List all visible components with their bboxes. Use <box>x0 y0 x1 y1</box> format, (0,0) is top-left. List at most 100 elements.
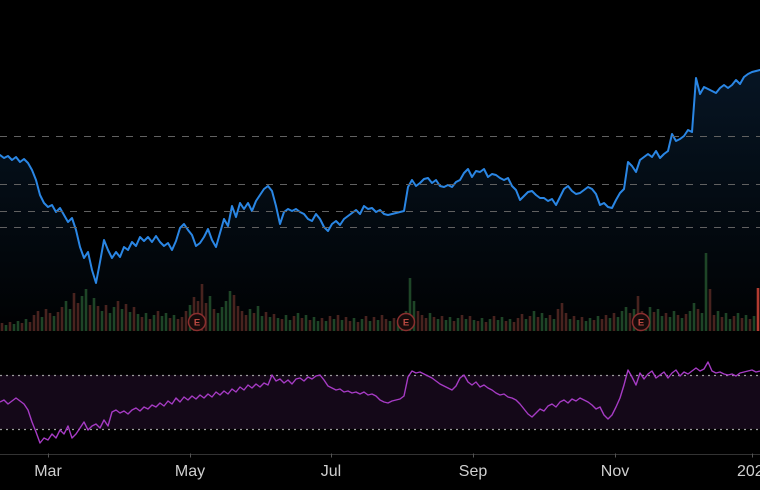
volume-bar <box>504 321 508 331</box>
volume-bar <box>512 322 516 331</box>
volume-bar <box>592 320 596 331</box>
volume-bar <box>612 313 616 331</box>
volume-bar <box>232 295 236 331</box>
volume-bar <box>264 312 268 331</box>
time-axis[interactable]: Mar May Jul Sep Nov 202 <box>0 453 760 481</box>
volume-bar <box>660 316 664 331</box>
volume-bar <box>92 298 96 331</box>
volume-bar <box>460 315 464 331</box>
volume-bar <box>608 318 612 331</box>
volume-bar <box>96 306 100 331</box>
volume-bar <box>36 311 40 331</box>
earnings-marker[interactable]: E <box>631 312 651 332</box>
volume-bar <box>248 309 252 331</box>
volume-bar <box>116 301 120 331</box>
volume-bar <box>296 313 300 331</box>
volume-bar <box>656 309 660 331</box>
volume-bar <box>596 316 600 331</box>
volume-bar <box>432 317 436 331</box>
volume-bar <box>368 321 372 331</box>
volume-bar <box>456 318 460 331</box>
volume-bar <box>120 309 124 331</box>
volume-bar <box>164 313 168 331</box>
volume-bar <box>268 317 272 331</box>
volume-bar <box>688 311 692 331</box>
volume-bar <box>420 315 424 331</box>
volume-bar <box>260 316 264 331</box>
volume-bar <box>200 284 204 331</box>
volume-bar <box>304 315 308 331</box>
volume-bar <box>316 321 320 331</box>
earnings-circle-icon <box>187 312 207 332</box>
volume-bar <box>152 315 156 331</box>
volume-bar <box>144 313 148 331</box>
earnings-letter: E <box>638 318 644 329</box>
volume-bar <box>600 319 604 331</box>
volume-bar <box>424 318 428 331</box>
volume-bar <box>484 322 488 331</box>
volume-bar <box>440 316 444 331</box>
time-axis-label: Sep <box>459 463 488 480</box>
volume-bar <box>556 309 560 331</box>
volume-bar <box>664 313 668 331</box>
volume-bar <box>276 318 280 331</box>
volume-bar <box>132 307 136 331</box>
volume-bar <box>52 316 56 331</box>
volume-bar <box>240 311 244 331</box>
volume-bar <box>388 321 392 331</box>
volume-bar <box>364 316 368 331</box>
volume-bar <box>244 315 248 331</box>
volume-bar <box>716 311 720 331</box>
volume-bar <box>216 313 220 331</box>
volume-bar <box>288 320 292 331</box>
volume-bar <box>224 301 228 331</box>
volume-bar <box>48 313 52 331</box>
rsi-band-fill <box>0 375 760 429</box>
volume-bar <box>524 319 528 331</box>
volume-bar <box>252 313 256 331</box>
volume-bar <box>360 319 364 331</box>
volume-bar <box>752 316 756 331</box>
volume-bar <box>624 307 628 331</box>
volume-bar <box>728 319 732 331</box>
earnings-circle-icon <box>631 312 651 332</box>
volume-bar <box>372 317 376 331</box>
volume-bar <box>628 313 632 331</box>
volume-bar <box>136 314 140 331</box>
volume-bar <box>184 311 188 331</box>
price-gridlines <box>0 136 760 228</box>
volume-bar <box>620 311 624 331</box>
time-axis-label: 202 <box>737 463 760 480</box>
volume-bar <box>560 303 564 331</box>
volume-bar <box>308 320 312 331</box>
volume-bar <box>168 318 172 331</box>
earnings-marker[interactable]: E <box>396 312 416 332</box>
volume-bar <box>552 319 556 331</box>
volume-bar <box>580 317 584 331</box>
volume-bar <box>208 296 212 331</box>
volume-bar <box>732 316 736 331</box>
volume-bar <box>384 319 388 331</box>
volume-bar <box>500 317 504 331</box>
volume-bar <box>584 321 588 331</box>
volume-bar <box>472 320 476 331</box>
volume-bar <box>340 320 344 331</box>
volume-bar <box>704 253 708 331</box>
volume-bar <box>228 291 232 331</box>
volume-bar <box>652 312 656 331</box>
volume-bar <box>720 317 724 331</box>
volume-bar <box>684 314 688 331</box>
volume-bar <box>648 307 652 331</box>
volume-bar <box>724 313 728 331</box>
volume-bar <box>204 303 208 331</box>
volume-bar <box>60 307 64 331</box>
volume-bar <box>24 319 28 331</box>
volume-bar <box>736 313 740 331</box>
volume-bar <box>680 318 684 331</box>
earnings-marker[interactable]: E <box>187 312 207 332</box>
volume-bar <box>588 318 592 331</box>
volume-bar <box>344 317 348 331</box>
volume-bar <box>480 318 484 331</box>
volume-bar <box>108 313 112 331</box>
